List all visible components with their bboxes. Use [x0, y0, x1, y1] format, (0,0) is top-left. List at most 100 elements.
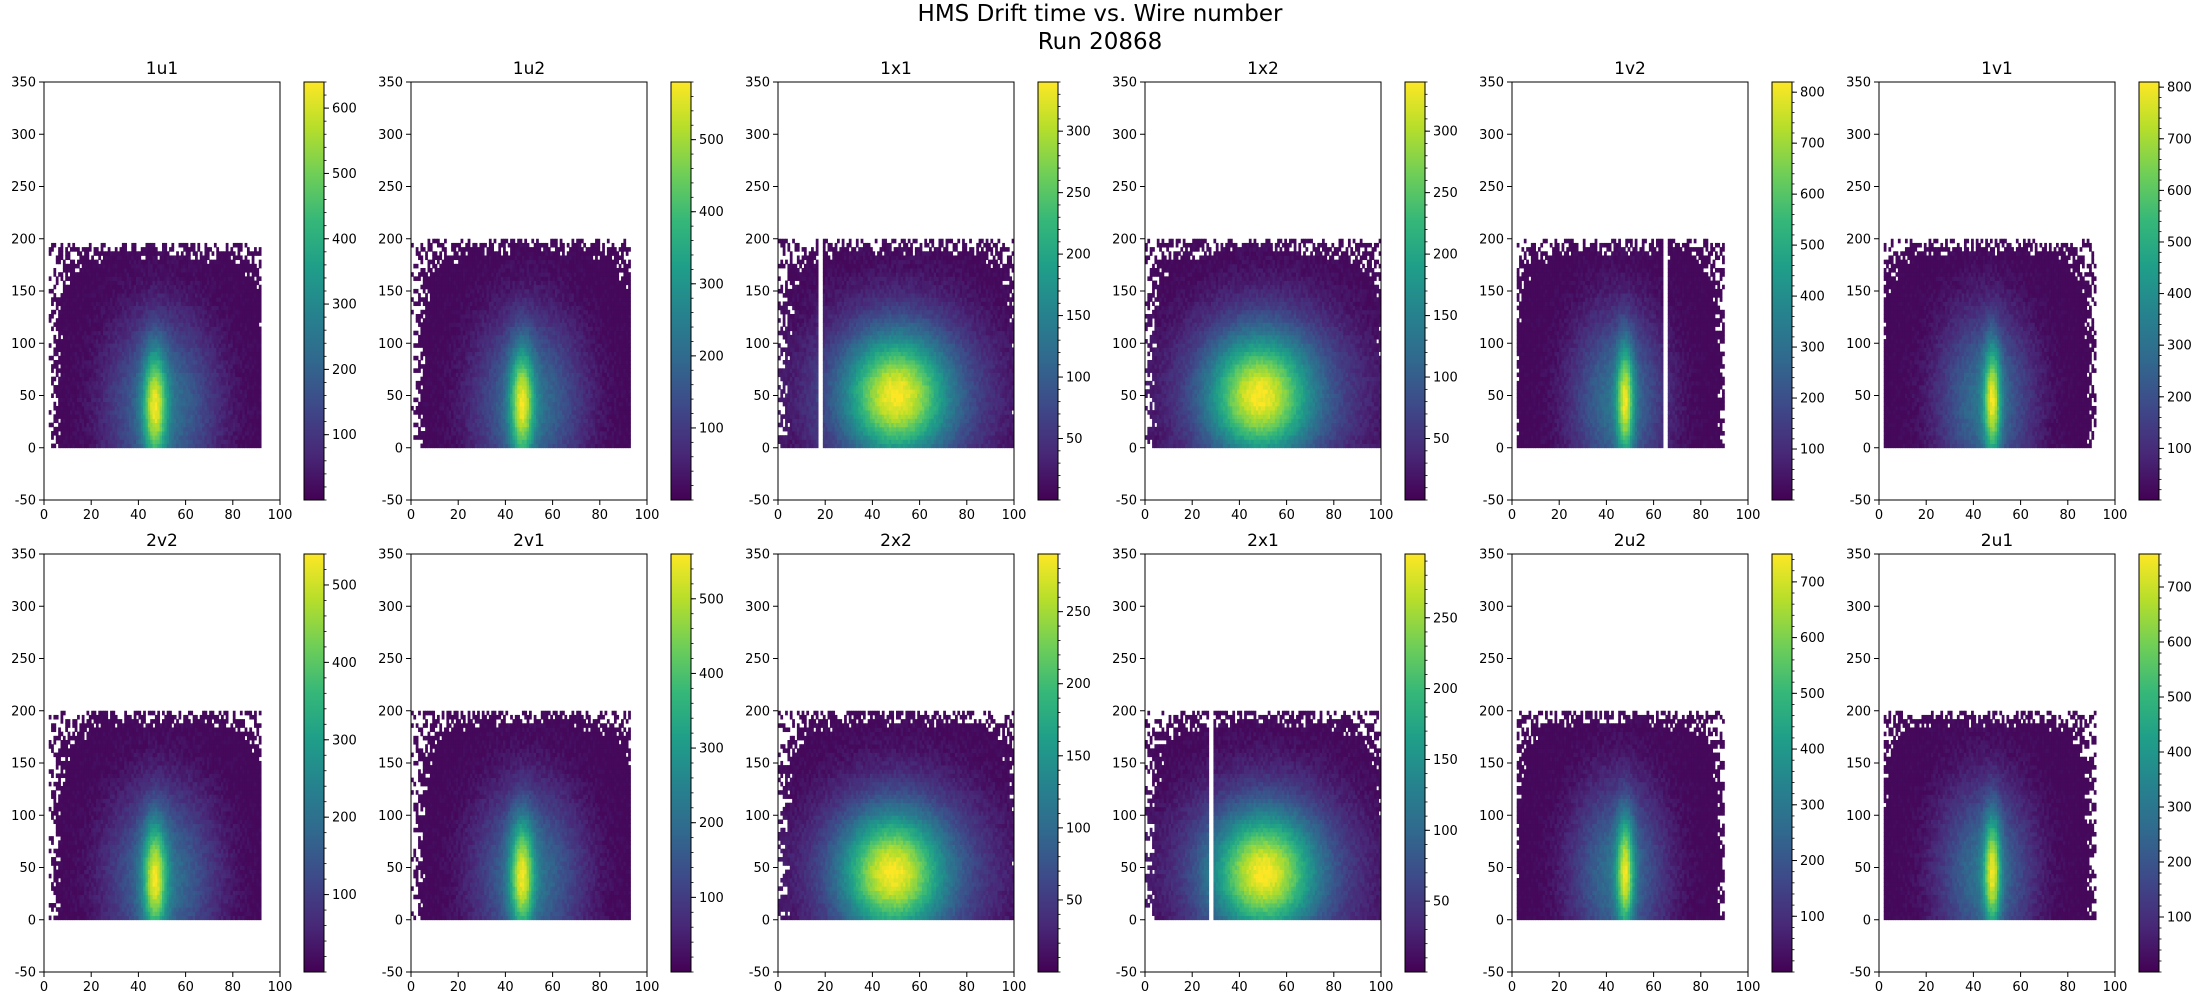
colorbar-tick-label: 250	[1433, 186, 1458, 201]
y-tick-label: 300	[745, 128, 770, 143]
y-tick-label: 0	[28, 441, 36, 456]
x-tick-label: 20	[817, 508, 834, 523]
colorbar-tick-label: 600	[2167, 636, 2192, 651]
y-tick-label: 100	[1112, 337, 1137, 352]
y-tick-label: 0	[1496, 441, 1504, 456]
y-tick-label: 0	[1129, 441, 1137, 456]
colorbar-tick-label: 50	[1433, 432, 1450, 447]
colorbar-tick-label: 200	[1433, 248, 1458, 263]
colorbar-tick-label: 400	[2167, 746, 2192, 761]
panel-title: 1x2	[1247, 59, 1279, 79]
x-tick-label: 20	[1551, 508, 1568, 523]
y-axis: -50 0 50 100 150 200 250 300 350	[745, 76, 778, 509]
colorbar-tick-label: 300	[332, 298, 357, 313]
y-axis: -50 0 50 100 150 200 250 300 350	[11, 76, 44, 509]
y-tick-label: 250	[1479, 180, 1504, 195]
x-axis: 0 20 40 60 80 100	[40, 500, 292, 523]
y-tick-label: 150	[1479, 285, 1504, 300]
colorbar-tick-label: 700	[2167, 581, 2192, 596]
y-tick-label: 150	[11, 285, 36, 300]
panel-title: 1u1	[146, 59, 178, 79]
y-tick-label: 100	[11, 337, 36, 352]
panel-title: 1v2	[1614, 59, 1646, 79]
y-tick-label: 250	[1112, 180, 1137, 195]
x-tick-label: 100	[1736, 508, 1761, 523]
x-tick-label: 0	[40, 508, 48, 523]
y-tick-label: 200	[1479, 232, 1504, 247]
x-tick-label: 80	[2060, 980, 2077, 995]
y-tick-label: 150	[745, 285, 770, 300]
y-tick-label: 250	[378, 180, 403, 195]
y-tick-label: 100	[1846, 809, 1871, 824]
y-tick-label: 0	[762, 441, 770, 456]
x-tick-label: 60	[177, 508, 194, 523]
x-tick-label: 60	[2012, 980, 2029, 995]
y-tick-label: 300	[378, 128, 403, 143]
heatmap-bins	[1883, 710, 2097, 921]
x-axis: 0 20 40 60 80 100	[774, 500, 1027, 523]
x-tick-label: 80	[1326, 508, 1343, 523]
panel-title: 2u1	[1981, 531, 2013, 551]
colorbar-axis: 50 100 150 200 250 300	[1425, 81, 1458, 501]
y-tick-label: 350	[745, 76, 770, 91]
colorbar-tick-label: 200	[2167, 856, 2192, 871]
colorbar-tick-label: 250	[1066, 186, 1091, 201]
colorbar-tick-label: 300	[1433, 125, 1458, 140]
heatmap-bins	[778, 238, 1015, 449]
x-tick-label: 60	[1645, 508, 1662, 523]
colorbar-tick-label: 200	[699, 349, 724, 364]
x-tick-label: 40	[497, 508, 514, 523]
colorbar-tick-label: 50	[1066, 432, 1083, 447]
x-tick-label: 20	[1918, 980, 1935, 995]
x-tick-label: 100	[1002, 508, 1027, 523]
y-tick-label: 50	[753, 389, 770, 404]
y-tick-label: 300	[1846, 600, 1871, 615]
y-tick-label: 50	[1487, 389, 1504, 404]
figure-title-line2: Run 20868	[0, 28, 2200, 56]
y-tick-label: 350	[1846, 548, 1871, 563]
y-tick-label: -50	[382, 494, 403, 509]
y-axis: -50 0 50 100 150 200 250 300 350	[1846, 548, 1879, 981]
y-tick-label: 100	[1479, 337, 1504, 352]
x-tick-label: 100	[635, 508, 660, 523]
y-tick-label: 0	[1863, 913, 1871, 928]
colorbar-tick-label: 300	[1066, 125, 1091, 140]
colorbar-tick-label: 100	[699, 421, 724, 436]
y-tick-label: -50	[15, 494, 36, 509]
x-tick-label: 0	[1875, 980, 1883, 995]
x-axis: 0 20 40 60 80 100	[1141, 500, 1393, 523]
y-tick-label: 300	[1112, 128, 1137, 143]
heatmap-bins	[411, 238, 631, 449]
colorbar-tick-label: 100	[1800, 443, 1825, 458]
x-tick-label: 80	[959, 508, 976, 523]
x-tick-label: 100	[2103, 980, 2128, 995]
y-tick-label: 50	[1854, 861, 1871, 876]
y-tick-label: -50	[1483, 494, 1504, 509]
y-tick-label: 200	[11, 232, 36, 247]
y-tick-label: 350	[378, 76, 403, 91]
heatmap-bins	[48, 242, 262, 449]
y-tick-label: 350	[1479, 76, 1504, 91]
x-tick-label: 60	[1278, 508, 1295, 523]
colorbar-tick-label: 300	[2167, 801, 2192, 816]
colorbar-axis: 50 100 150 200 250 300	[1058, 81, 1091, 501]
colorbar-tick-label: 600	[332, 102, 357, 117]
x-tick-label: 40	[1231, 508, 1248, 523]
colorbar-tick-label: 100	[1066, 371, 1091, 386]
panel-title: 1x1	[880, 59, 912, 79]
y-tick-label: 150	[378, 285, 403, 300]
x-tick-label: 80	[225, 508, 242, 523]
x-tick-label: 0	[774, 508, 782, 523]
x-tick-label: 40	[1598, 508, 1615, 523]
y-tick-label: 300	[11, 128, 36, 143]
colorbar-tick-label: 500	[699, 133, 724, 148]
figure-title-line1: HMS Drift time vs. Wire number	[0, 0, 2200, 28]
colorbar-tick-label: 400	[699, 205, 724, 220]
y-tick-label: 150	[1846, 757, 1871, 772]
x-tick-label: 0	[1508, 508, 1516, 523]
colorbar-tick-label: 300	[699, 277, 724, 292]
